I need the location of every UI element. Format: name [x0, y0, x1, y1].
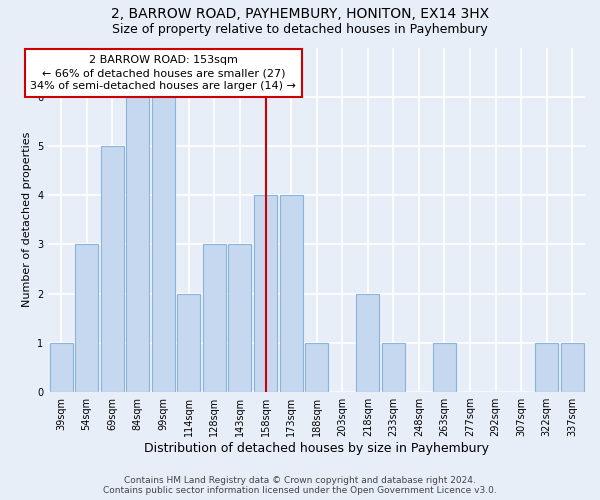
Bar — [254, 195, 277, 392]
Bar — [126, 96, 149, 392]
Bar — [535, 343, 558, 392]
Bar — [305, 343, 328, 392]
Bar — [229, 244, 251, 392]
Bar — [433, 343, 456, 392]
Bar — [178, 294, 200, 392]
Y-axis label: Number of detached properties: Number of detached properties — [22, 132, 32, 308]
Bar — [356, 294, 379, 392]
Bar — [203, 244, 226, 392]
Text: Size of property relative to detached houses in Payhembury: Size of property relative to detached ho… — [112, 22, 488, 36]
Bar — [561, 343, 584, 392]
Bar — [152, 96, 175, 392]
Bar — [280, 195, 302, 392]
Bar — [101, 146, 124, 392]
Text: Contains HM Land Registry data © Crown copyright and database right 2024.
Contai: Contains HM Land Registry data © Crown c… — [103, 476, 497, 495]
Text: 2, BARROW ROAD, PAYHEMBURY, HONITON, EX14 3HX: 2, BARROW ROAD, PAYHEMBURY, HONITON, EX1… — [111, 8, 489, 22]
Text: 2 BARROW ROAD: 153sqm
← 66% of detached houses are smaller (27)
34% of semi-deta: 2 BARROW ROAD: 153sqm ← 66% of detached … — [31, 55, 296, 92]
Bar — [75, 244, 98, 392]
X-axis label: Distribution of detached houses by size in Payhembury: Distribution of detached houses by size … — [144, 442, 489, 455]
Bar — [382, 343, 405, 392]
Bar — [50, 343, 73, 392]
